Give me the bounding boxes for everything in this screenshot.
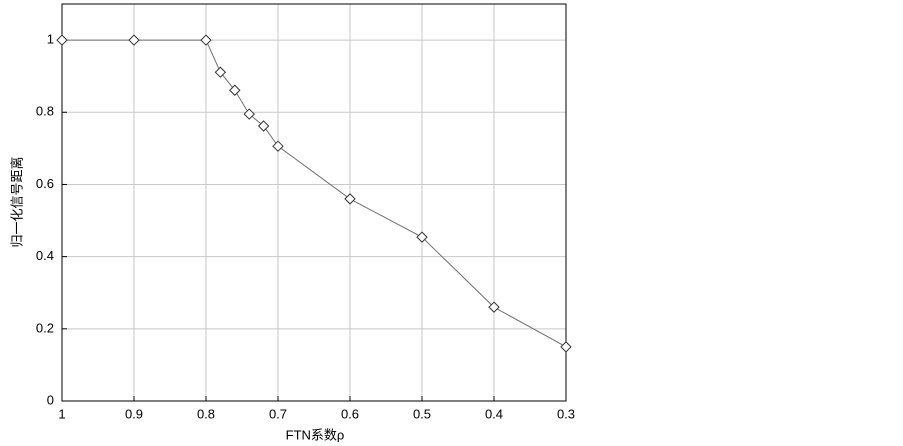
marker — [560, 341, 572, 353]
x-tick-label: 1 — [58, 406, 65, 421]
y-tick-label: 0 — [47, 392, 54, 407]
marker — [214, 66, 227, 78]
plot-frame — [61, 3, 567, 402]
x-tick-label: 0.5 — [413, 406, 431, 421]
marker — [243, 108, 255, 120]
data-line — [62, 39, 567, 348]
marker — [128, 34, 140, 46]
y-tick-label: 0.8 — [36, 104, 54, 119]
marker — [200, 34, 212, 46]
marker — [56, 34, 68, 46]
x-tick-label: 0.3 — [557, 406, 575, 421]
x-tick-label: 0.7 — [269, 406, 287, 421]
y-tick-label: 0.6 — [36, 176, 54, 191]
x-tick-label: 0.8 — [197, 406, 215, 421]
marker — [344, 193, 356, 205]
marker — [257, 120, 270, 132]
y-tick-label: 0.2 — [36, 320, 54, 335]
marker — [488, 301, 500, 313]
y-tick-label: 1 — [47, 32, 54, 47]
marker — [272, 140, 284, 152]
plot-area — [61, 3, 567, 402]
x-tick-label: 0.6 — [341, 406, 359, 421]
x-tick-label: 0.4 — [485, 406, 503, 421]
x-axis-label: FTN系数ρ — [286, 427, 345, 442]
x-tick-label: 0.9 — [125, 406, 143, 421]
y-tick-label: 0.4 — [36, 248, 54, 263]
marker — [229, 84, 241, 96]
y-axis-label: 归一化信号距离 — [9, 156, 24, 247]
marker — [416, 231, 428, 243]
